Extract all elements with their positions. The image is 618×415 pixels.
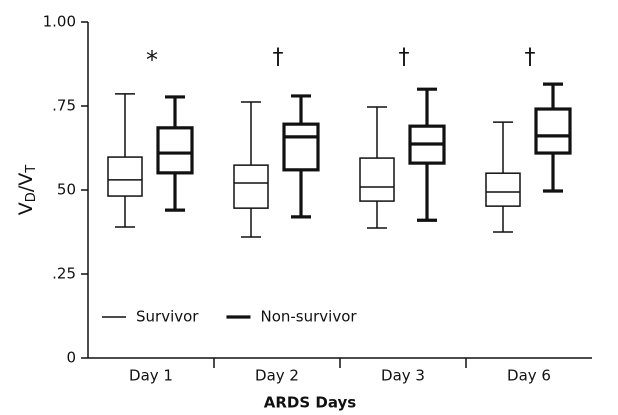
y-label-part: V: [15, 202, 37, 215]
y-tick-label: 1.00: [43, 13, 76, 31]
y-tick-label: .25: [52, 265, 76, 283]
box: [485, 172, 521, 207]
box: [107, 156, 143, 197]
box: [534, 107, 572, 155]
significance-mark: †: [525, 45, 536, 70]
box: [359, 157, 395, 202]
x-tick-label: Day 1: [129, 367, 173, 385]
x-tick-label: Day 6: [507, 367, 551, 385]
y-tick-label: 0: [66, 349, 76, 367]
significance-mark: †: [273, 45, 284, 70]
y-label-subscript: T: [24, 165, 39, 174]
box: [233, 164, 269, 209]
significance-mark: *: [146, 46, 158, 74]
x-tick-label: Day 3: [381, 367, 425, 385]
x-axis-label: ARDS Days: [264, 394, 357, 412]
y-tick-label: 50: [57, 181, 76, 199]
legend-label: Survivor: [136, 308, 199, 326]
y-label-subscript: D: [24, 192, 39, 202]
box: [282, 122, 320, 172]
y-tick-label: .75: [52, 97, 76, 115]
box: [156, 126, 194, 175]
legend-label: Non-survivor: [260, 308, 357, 326]
significance-mark: †: [399, 45, 410, 70]
x-tick-label: Day 2: [255, 367, 299, 385]
y-label-part: /V: [15, 173, 37, 192]
y-axis-label: VD/VT: [15, 165, 39, 215]
